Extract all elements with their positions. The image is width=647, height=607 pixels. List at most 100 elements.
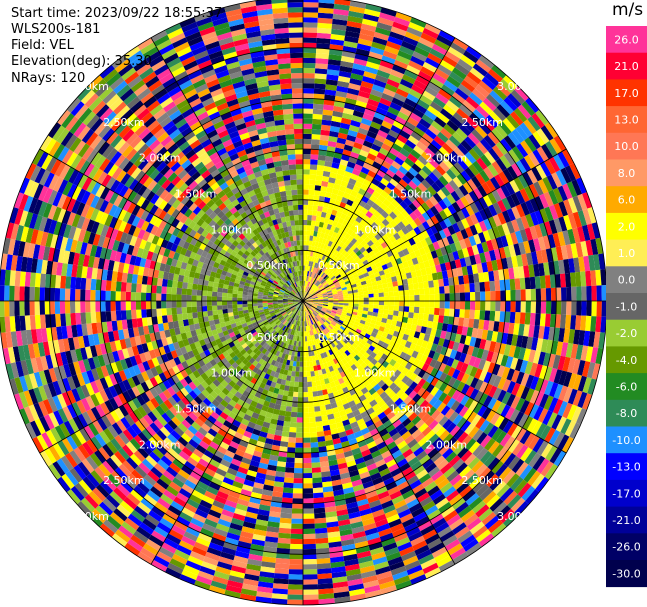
velocity-gate	[418, 247, 426, 256]
velocity-gate	[159, 402, 170, 413]
velocity-gate	[256, 319, 263, 324]
velocity-gate	[229, 522, 243, 531]
velocity-gate	[306, 235, 310, 241]
velocity-gate	[446, 324, 454, 333]
velocity-gate	[241, 333, 248, 340]
velocity-gate	[65, 452, 78, 468]
velocity-gate	[422, 371, 431, 381]
velocity-gate	[357, 466, 369, 475]
velocity-gate	[396, 356, 404, 365]
velocity-gate	[442, 447, 454, 460]
velocity-gate	[578, 330, 586, 346]
velocity-gate	[289, 381, 295, 387]
velocity-gate	[508, 244, 517, 257]
velocity-gate	[318, 313, 323, 318]
velocity-gate	[542, 235, 551, 250]
velocity-gate	[239, 394, 248, 402]
velocity-gate	[310, 307, 315, 312]
velocity-gate	[303, 528, 316, 535]
velocity-gate	[323, 314, 329, 319]
velocity-gate	[335, 504, 348, 512]
velocity-gate	[474, 253, 482, 265]
velocity-gate	[378, 445, 390, 455]
velocity-gate	[421, 381, 431, 391]
velocity-gate	[228, 411, 238, 420]
velocity-gate	[451, 233, 460, 243]
velocity-gate	[335, 362, 341, 369]
velocity-gate	[475, 291, 481, 301]
velocity-gate	[355, 48, 370, 57]
velocity-gate	[228, 341, 235, 348]
velocity-gate	[527, 470, 541, 486]
velocity-gate	[523, 119, 537, 135]
velocity-gate	[439, 429, 450, 441]
velocity-gate	[318, 0, 335, 4]
velocity-gate	[585, 239, 594, 256]
velocity-gate	[311, 313, 315, 318]
velocity-gate	[394, 397, 404, 407]
velocity-gate	[397, 332, 405, 340]
velocity-gate	[57, 393, 67, 409]
velocity-gate	[404, 328, 411, 336]
velocity-gate	[373, 481, 386, 491]
velocity-gate	[293, 308, 297, 314]
velocity-gate	[506, 256, 514, 269]
velocity-gate	[118, 432, 130, 445]
velocity-gate	[410, 535, 425, 547]
velocity-gate	[285, 349, 290, 355]
velocity-gate	[326, 326, 332, 332]
velocity-gate	[418, 422, 429, 433]
velocity-gate	[290, 334, 294, 341]
velocity-gate	[482, 194, 493, 207]
velocity-gate	[495, 158, 507, 172]
velocity-gate	[263, 442, 273, 450]
velocity-gate	[295, 304, 300, 308]
velocity-gate	[475, 84, 490, 98]
velocity-gate	[419, 137, 431, 148]
velocity-gate	[539, 365, 548, 380]
velocity-gate	[383, 477, 395, 487]
velocity-gate	[199, 499, 213, 510]
velocity-gate	[386, 333, 393, 341]
velocity-gate	[150, 366, 159, 377]
velocity-gate	[434, 293, 440, 301]
velocity-gate	[183, 531, 198, 542]
velocity-gate	[303, 123, 313, 129]
velocity-gate	[262, 366, 269, 374]
velocity-gate	[189, 452, 201, 463]
velocity-gate	[310, 272, 314, 278]
velocity-gate	[532, 149, 545, 165]
velocity-gate	[310, 376, 316, 382]
velocity-gate	[363, 391, 372, 399]
velocity-gate	[374, 271, 381, 278]
velocity-gate	[417, 369, 426, 379]
velocity-gate	[303, 316, 306, 322]
velocity-gate	[385, 111, 398, 121]
velocity-gate	[194, 508, 209, 519]
velocity-gate	[313, 318, 317, 323]
velocity-gate	[503, 436, 516, 450]
velocity-gate	[152, 447, 164, 460]
velocity-gate	[402, 333, 409, 341]
velocity-gate	[384, 272, 392, 279]
velocity-gate	[323, 322, 329, 328]
velocity-gate	[586, 362, 596, 379]
velocity-gate	[471, 175, 482, 188]
velocity-gate	[451, 92, 466, 105]
velocity-gate	[419, 294, 425, 301]
velocity-gate	[142, 360, 151, 372]
velocity-gate	[303, 594, 319, 600]
velocity-gate	[312, 295, 318, 298]
velocity-gate	[356, 550, 372, 559]
velocity-gate	[303, 412, 310, 418]
velocity-gate	[490, 412, 501, 426]
velocity-gate	[395, 55, 411, 65]
velocity-gate	[127, 377, 136, 389]
velocity-gate	[113, 487, 127, 501]
velocity-gate	[235, 342, 242, 349]
velocity-gate	[402, 555, 419, 566]
velocity-gate	[215, 468, 227, 477]
velocity-gate	[406, 116, 419, 127]
velocity-gate	[382, 504, 396, 514]
velocity-gate	[521, 335, 529, 349]
